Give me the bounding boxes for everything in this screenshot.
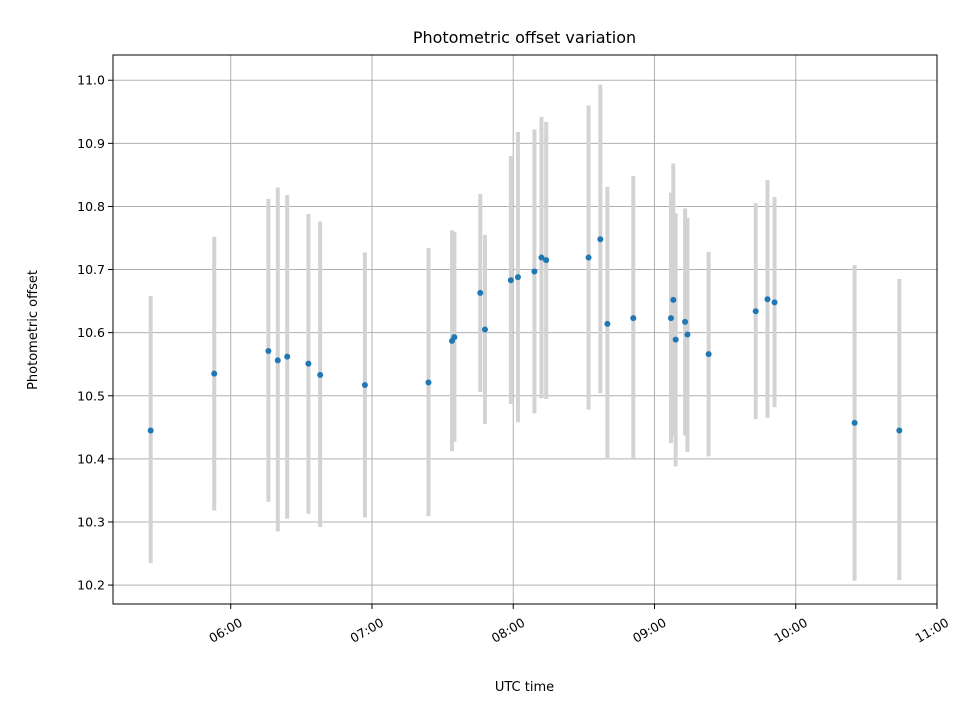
data-point <box>317 371 324 378</box>
data-point <box>684 331 691 338</box>
data-point <box>481 326 488 333</box>
data-point <box>507 277 514 284</box>
data-point <box>585 254 592 261</box>
x-axis-label: UTC time <box>495 680 554 695</box>
data-point <box>597 236 604 243</box>
x-tick-label: 10:00 <box>771 615 810 646</box>
data-point <box>531 268 538 275</box>
data-point <box>851 419 858 426</box>
data-point <box>425 379 432 386</box>
y-tick-label: 10.6 <box>77 325 105 340</box>
data-point <box>284 353 291 360</box>
data-point <box>265 347 272 354</box>
data-point <box>667 315 674 322</box>
x-tick-label: 06:00 <box>206 615 245 646</box>
data-point <box>147 427 154 434</box>
data-point <box>705 351 712 358</box>
x-tick-label: 08:00 <box>489 615 528 646</box>
data-point <box>672 336 679 343</box>
x-tick-label: 09:00 <box>630 615 669 646</box>
x-axis-ticks: 06:00 07:00 08:00 09:00 10:00 11:00 <box>206 604 951 646</box>
y-tick-label: 10.4 <box>77 451 105 466</box>
plot-frame <box>112 54 938 605</box>
chart-title: Photometric offset variation <box>413 28 636 47</box>
y-tick-label: 10.7 <box>77 262 105 277</box>
data-point <box>604 320 611 327</box>
data-point <box>477 289 484 296</box>
data-point <box>764 296 771 303</box>
data-point <box>670 296 677 303</box>
grid <box>113 55 938 604</box>
data-point <box>305 360 312 367</box>
y-tick-label: 10.3 <box>77 514 105 529</box>
y-tick-label: 11.0 <box>77 73 105 88</box>
y-tick-label: 10.9 <box>77 136 105 151</box>
data-point <box>682 318 689 325</box>
y-tick-label: 10.5 <box>77 388 105 403</box>
data-point <box>752 308 759 315</box>
data-point <box>361 382 368 389</box>
y-tick-label: 10.2 <box>77 578 105 593</box>
x-tick-label: 11:00 <box>913 615 952 646</box>
y-axis-ticks: 10.2 10.3 10.4 10.5 10.6 10.7 10.8 10.9 11.0 <box>77 73 113 593</box>
x-tick-label: 07:00 <box>347 615 386 646</box>
y-axis-label: Photometric offset <box>26 270 41 390</box>
data-point <box>630 315 637 322</box>
data-point <box>211 370 218 377</box>
data-point <box>543 257 550 264</box>
data-point <box>514 274 521 281</box>
data-point <box>771 299 778 306</box>
data-point <box>896 427 903 434</box>
data-points <box>147 236 903 434</box>
y-tick-label: 10.8 <box>77 199 105 214</box>
data-point <box>451 334 458 341</box>
data-point <box>538 254 545 261</box>
data-point <box>274 357 281 364</box>
